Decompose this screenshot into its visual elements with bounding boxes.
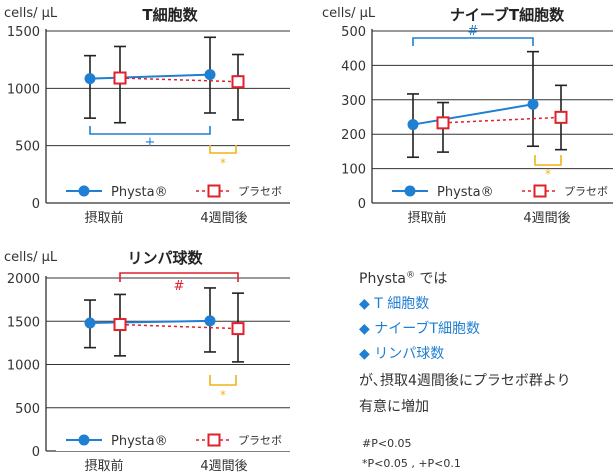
placebo-series-line — [119, 77, 239, 83]
y-tick-label: 100 — [341, 163, 366, 178]
y-tick-label: 0 — [358, 197, 366, 212]
x-tick-label: 摂取前 — [407, 210, 446, 226]
placebo-series-line — [119, 323, 239, 330]
star-symbol: * — [545, 167, 551, 181]
physta-point — [204, 315, 216, 327]
registered-mark: ® — [405, 270, 415, 281]
diamond-bullet-icon: ◆ — [359, 346, 370, 362]
note-conclusion-line1: が､摂取4週間後にプラセボ群より — [359, 373, 571, 389]
y-tick-label: 500 — [341, 25, 366, 40]
placebo-series-line — [442, 116, 562, 124]
legend-physta-marker — [404, 185, 416, 197]
physta-series-line — [89, 73, 211, 80]
placebo-point — [113, 318, 127, 332]
star-bracket — [209, 375, 237, 386]
y-axis-label: cells/ μL — [322, 6, 376, 21]
legend-physta-marker — [78, 185, 90, 197]
chart-title: リンパ球数 — [127, 249, 203, 267]
note-item-naive-t-cells: ◆ ナイーブT細胞数 — [359, 318, 480, 338]
x-tick-label: 摂取前 — [84, 210, 123, 226]
physta-point — [527, 98, 539, 110]
legend-background — [56, 180, 292, 202]
note-item-lymphocytes: ◆ リンパ球数 — [359, 343, 444, 363]
x-tick-label: 4週間後 — [200, 459, 247, 474]
physta-point — [204, 69, 216, 81]
chart-title: T細胞数 — [142, 6, 198, 24]
legend-placebo-label: プラセボ — [564, 185, 608, 198]
physta-point — [407, 119, 419, 131]
physta-point — [84, 73, 96, 85]
legend-physta-label: Physta® — [111, 185, 168, 200]
legend-placebo-label: プラセボ — [238, 434, 282, 447]
brand-name: Physta — [359, 271, 406, 287]
significance-symbol: # — [468, 24, 479, 39]
y-tick-label: 1500 — [7, 25, 40, 40]
y-tick-label: 500 — [15, 140, 40, 155]
star-symbol: * — [220, 388, 226, 402]
chart-panel-1 — [45, 29, 292, 204]
note-item-t-cells: ◆ T 細胞数 — [359, 293, 429, 313]
physta-series-line — [89, 319, 211, 324]
star-bracket — [209, 145, 237, 154]
note-intro: Physta® では — [359, 268, 447, 288]
physta-point — [84, 317, 96, 329]
footnote-star-plus: *P<0.05 , +P<0.1 — [362, 457, 461, 470]
y-axis-label: cells/ μL — [4, 250, 58, 265]
note-item-label: リンパ球数 — [374, 346, 445, 362]
placebo-point — [231, 322, 245, 336]
star-symbol: * — [220, 156, 226, 170]
legend-background — [56, 429, 292, 451]
chart-panel-2 — [371, 29, 613, 204]
y-tick-label: 2000 — [7, 272, 40, 287]
placebo-point — [436, 116, 450, 130]
placebo-point — [113, 71, 127, 85]
significance-bracket — [412, 37, 534, 46]
x-tick-label: 4週間後 — [200, 211, 247, 226]
legend-physta-marker — [78, 434, 90, 446]
star-bracket — [534, 155, 562, 166]
x-tick-label: 4週間後 — [523, 211, 570, 226]
note-item-label: T 細胞数 — [374, 296, 430, 312]
y-tick-label: 300 — [341, 94, 366, 109]
significance-bracket — [119, 272, 239, 282]
significance-symbol: + — [145, 135, 156, 150]
y-tick-label: 0 — [32, 197, 40, 212]
legend-placebo-marker — [207, 184, 221, 198]
y-tick-label: 1000 — [7, 359, 40, 374]
placebo-point — [554, 110, 568, 124]
chart-panel-3 — [45, 272, 292, 452]
legend-placebo-marker — [207, 433, 221, 447]
footnote-hash: #P<0.05 — [362, 437, 412, 450]
y-tick-label: 200 — [341, 128, 366, 143]
diamond-bullet-icon: ◆ — [359, 296, 370, 312]
placebo-point — [231, 75, 245, 89]
chart-title: ナイーブT細胞数 — [450, 6, 565, 24]
y-tick-label: 0 — [32, 445, 40, 460]
y-tick-label: 1500 — [7, 315, 40, 330]
y-tick-label: 1000 — [7, 82, 40, 97]
y-axis-label: cells/ μL — [4, 6, 58, 21]
note-intro-suffix: では — [414, 271, 448, 287]
physta-series-line — [412, 103, 534, 126]
legend-physta-label: Physta® — [111, 434, 168, 449]
y-tick-label: 400 — [341, 59, 366, 74]
legend-placebo-label: プラセボ — [238, 185, 282, 198]
legend-physta-label: Physta® — [437, 185, 494, 200]
significance-bracket — [89, 126, 211, 135]
diamond-bullet-icon: ◆ — [359, 321, 370, 337]
legend-placebo-marker — [533, 184, 547, 198]
significance-symbol: # — [174, 279, 185, 294]
y-tick-label: 500 — [15, 402, 40, 417]
note-conclusion-line2: 有意に増加 — [359, 399, 429, 415]
note-item-label: ナイーブT細胞数 — [374, 321, 480, 337]
x-tick-label: 摂取前 — [84, 458, 123, 474]
